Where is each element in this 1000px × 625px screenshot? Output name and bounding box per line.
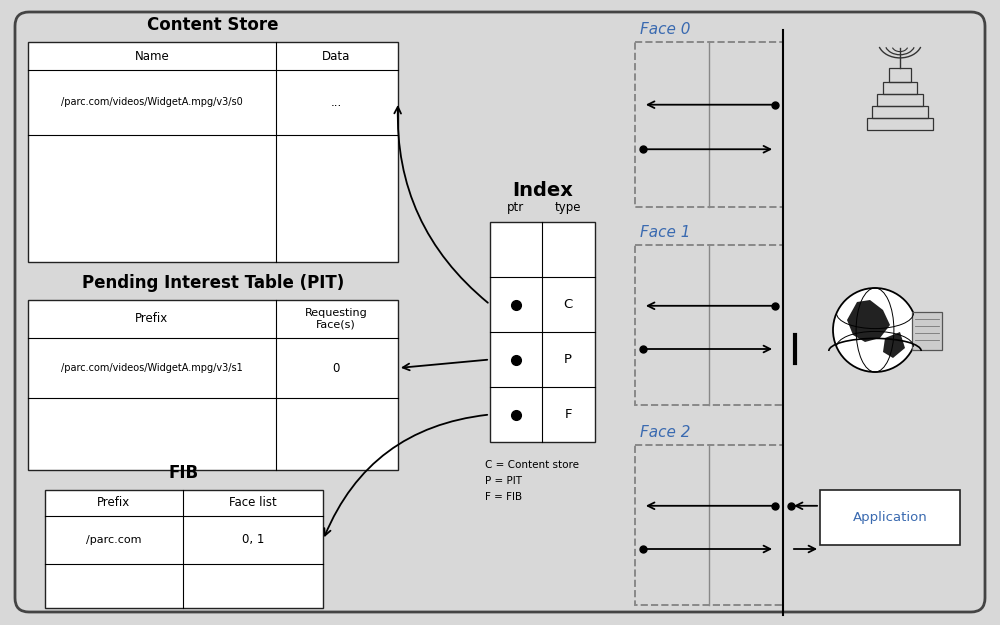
FancyBboxPatch shape — [15, 12, 985, 612]
Text: Face 2: Face 2 — [640, 425, 690, 440]
Bar — [889, 68, 911, 82]
Bar — [635, 445, 783, 605]
Bar — [877, 94, 923, 106]
Bar — [28, 42, 398, 262]
Bar — [912, 312, 942, 350]
Text: ...: ... — [330, 96, 342, 109]
Text: /parc.com/videos/WidgetA.mpg/v3/s0: /parc.com/videos/WidgetA.mpg/v3/s0 — [61, 97, 243, 107]
Text: F = FIB: F = FIB — [485, 492, 522, 502]
Text: Prefix: Prefix — [97, 496, 131, 509]
Text: /parc.com: /parc.com — [86, 535, 142, 545]
Bar — [872, 106, 928, 118]
Text: Data: Data — [322, 49, 350, 62]
Text: 0, 1: 0, 1 — [242, 534, 264, 546]
Text: Application: Application — [853, 511, 927, 524]
Text: Face 1: Face 1 — [640, 225, 690, 240]
Text: Face 0: Face 0 — [640, 22, 690, 37]
Bar — [635, 42, 783, 207]
Text: C: C — [563, 298, 573, 311]
Polygon shape — [883, 332, 905, 358]
Polygon shape — [847, 300, 890, 342]
Text: Prefix: Prefix — [135, 312, 169, 326]
Bar — [635, 245, 783, 405]
Bar — [45, 490, 323, 608]
Bar — [820, 490, 960, 545]
Text: Pending Interest Table (PIT): Pending Interest Table (PIT) — [82, 274, 344, 292]
Text: Name: Name — [135, 49, 169, 62]
Ellipse shape — [833, 288, 917, 372]
Text: /parc.com/videos/WidgetA.mpg/v3/s1: /parc.com/videos/WidgetA.mpg/v3/s1 — [61, 363, 243, 373]
Bar — [490, 222, 595, 442]
Text: 0: 0 — [332, 361, 340, 374]
Text: P = PIT: P = PIT — [485, 476, 522, 486]
Bar — [28, 300, 398, 470]
Text: P: P — [564, 353, 572, 366]
Text: Content Store: Content Store — [147, 16, 279, 34]
Text: C = Content store: C = Content store — [485, 460, 579, 470]
Bar — [867, 118, 933, 130]
Text: Index: Index — [512, 181, 573, 200]
Text: ptr: ptr — [507, 201, 525, 214]
Text: Face list: Face list — [229, 496, 277, 509]
Bar — [883, 82, 917, 94]
Text: F: F — [564, 408, 572, 421]
Text: FIB: FIB — [169, 464, 199, 482]
Text: type: type — [555, 201, 581, 214]
Text: Requesting
Face(s): Requesting Face(s) — [305, 308, 367, 330]
